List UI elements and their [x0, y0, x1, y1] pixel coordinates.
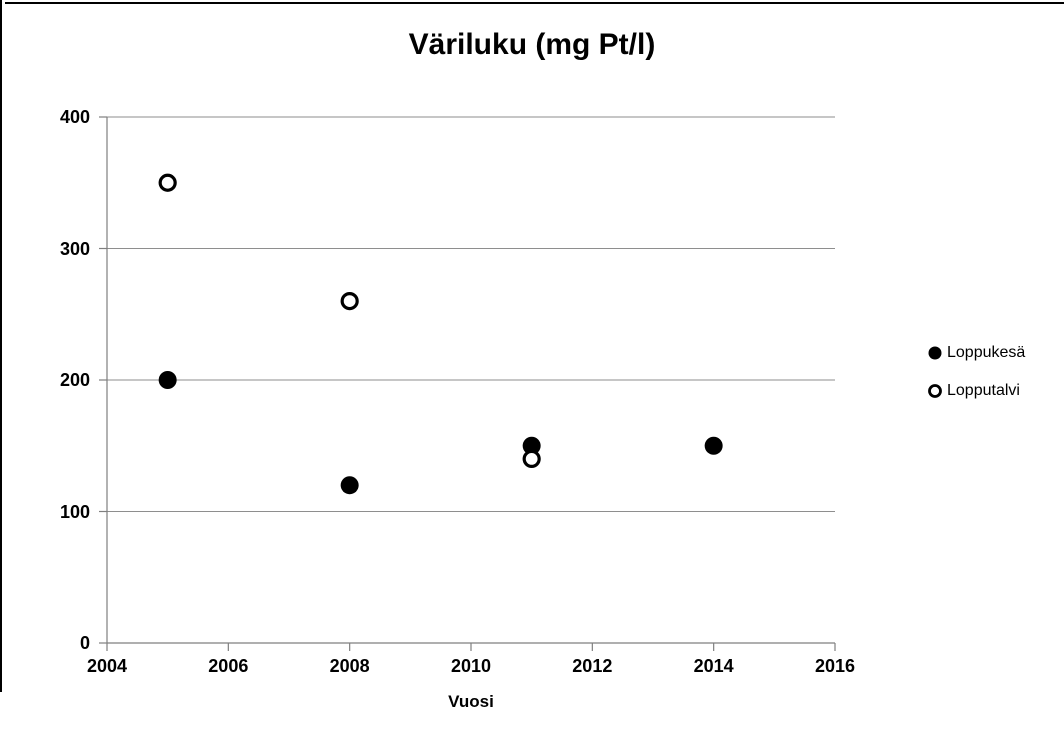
x-tick-label: 2004 [86, 656, 128, 676]
data-point-lopputalvi [340, 292, 359, 311]
open-circle-icon [928, 384, 942, 398]
data-point-loppukesa [340, 476, 359, 495]
data-point-loppukesa [522, 436, 541, 455]
y-tick-label: 200 [59, 370, 90, 390]
legend-label: Lopputalvi [947, 382, 1020, 399]
y-tick-label: 100 [59, 501, 90, 522]
y-tick-label: 0 [79, 633, 90, 653]
filled-circle-icon [928, 346, 942, 360]
x-tick-label: 2006 [208, 656, 249, 676]
legend-item-lopputalvi: Lopputalvi [926, 372, 1025, 410]
x-tick-label: 2012 [572, 656, 613, 676]
legend-item-loppukesa: Loppukesä [926, 334, 1025, 372]
legend-label: Loppukesä [947, 344, 1026, 361]
data-point-loppukesa [158, 371, 177, 389]
x-tick-label: 2016 [814, 656, 856, 676]
data-point-lopputalvi [158, 173, 177, 192]
data-point-lopputalvi [522, 449, 541, 468]
page-border-top [5, 2, 1064, 4]
legend: Loppukesä Lopputalvi [926, 334, 1025, 410]
x-tick-label: 2014 [693, 656, 734, 676]
x-tick-label: 2008 [329, 656, 370, 676]
page-border-left [0, 0, 2, 692]
data-point-loppukesa [704, 436, 723, 455]
y-tick-label: 300 [59, 238, 90, 259]
x-tick-label: 2010 [450, 656, 492, 676]
y-tick-label: 400 [59, 107, 90, 127]
x-axis-title: Vuosi [448, 692, 494, 711]
chart-title: Väriluku (mg Pt/l) [408, 28, 656, 61]
